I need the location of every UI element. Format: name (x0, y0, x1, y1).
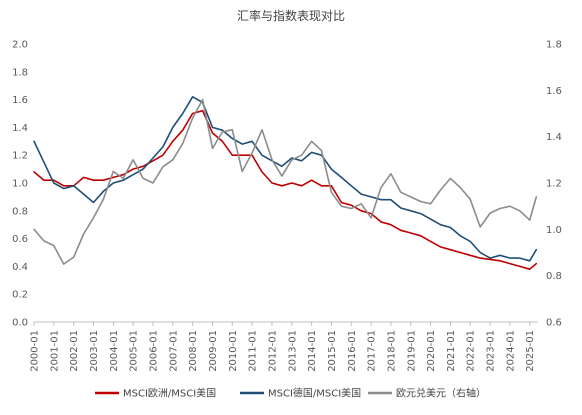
y-right-tick-label: 1.0 (546, 225, 562, 236)
plot-area (33, 96, 538, 271)
x-tick-label: 2005-01 (129, 330, 140, 372)
y-left-tick-label: 1.0 (12, 179, 28, 190)
y-left-tick-label: 2.0 (12, 40, 28, 51)
series-line-1 (33, 109, 538, 271)
x-tick-label: 2019-01 (406, 330, 417, 372)
y-left-tick-label: 1.4 (12, 123, 28, 134)
legend-label-3: 欧元兑美元（右轴） (396, 387, 486, 400)
y-right-tick-label: 1.2 (546, 179, 562, 190)
x-tick-label: 2011-01 (248, 330, 259, 372)
legend: MSCI欧洲/MSCI美国 MSCI德国/MSCI美国 欧元兑美元（右轴） (95, 387, 486, 400)
x-tick-label: 2023-01 (486, 330, 497, 372)
x-tick-label: 2021-01 (446, 330, 457, 372)
x-tick-label: 2025-01 (525, 330, 536, 372)
y-right-tick-label: 0.8 (546, 271, 562, 282)
x-tick-label: 2002-01 (69, 330, 80, 372)
x-tick-label: 2001-01 (49, 330, 60, 372)
x-tick-label: 2016-01 (347, 330, 358, 372)
series-line-2 (33, 96, 538, 262)
series-line-3 (33, 98, 538, 265)
x-tick-label: 2015-01 (327, 330, 338, 372)
y-left-tick-label: 0.4 (12, 262, 28, 273)
x-tick-label: 2012-01 (267, 330, 278, 372)
x-tick-label: 2020-01 (426, 330, 437, 372)
legend-label-1: MSCI欧洲/MSCI美国 (123, 387, 216, 400)
x-tick-label: 2017-01 (367, 330, 378, 372)
x-tick-label: 2009-01 (208, 330, 219, 372)
x-tick-label: 2024-01 (505, 330, 516, 372)
y-left-tick-label: 0.6 (12, 234, 28, 245)
x-tick-label: 2010-01 (228, 330, 239, 372)
x-tick-label: 2007-01 (168, 330, 179, 372)
y-right-tick-label: 0.6 (546, 318, 562, 329)
x-tick-label: 2013-01 (287, 330, 298, 372)
x-tick-label: 2004-01 (109, 330, 120, 372)
x-tick-label: 2018-01 (386, 330, 397, 372)
y-left-tick-label: 1.8 (12, 67, 28, 78)
x-tick-label: 2000-01 (30, 330, 41, 372)
y-right-tick-label: 1.6 (546, 86, 562, 97)
chart-title: 汇率与指数表现对比 (237, 8, 345, 23)
x-tick-label: 2006-01 (148, 330, 159, 372)
y-left-tick-label: 1.6 (12, 95, 28, 106)
chart-axes: 0.0 0.2 0.4 0.6 0.8 1.0 1.2 1.4 1.6 1.8 2.0 0.6 0.8 1… (12, 40, 562, 372)
y-left-tick-label: 1.2 (12, 151, 28, 162)
legend-label-2: MSCI德国/MSCI美国 (268, 387, 361, 400)
y-left-tick-label: 0.2 (12, 290, 28, 301)
y-left-tick-label: 0.0 (12, 318, 28, 329)
x-tick-label: 2003-01 (89, 330, 100, 372)
y-right-tick-label: 1.4 (546, 132, 562, 143)
x-tick-label: 2008-01 (188, 330, 199, 372)
y-right-tick-label: 1.8 (546, 40, 562, 51)
y-left-tick-label: 0.8 (12, 206, 28, 217)
x-tick-label: 2014-01 (307, 330, 318, 372)
x-tick-label: 2022-01 (466, 330, 477, 372)
